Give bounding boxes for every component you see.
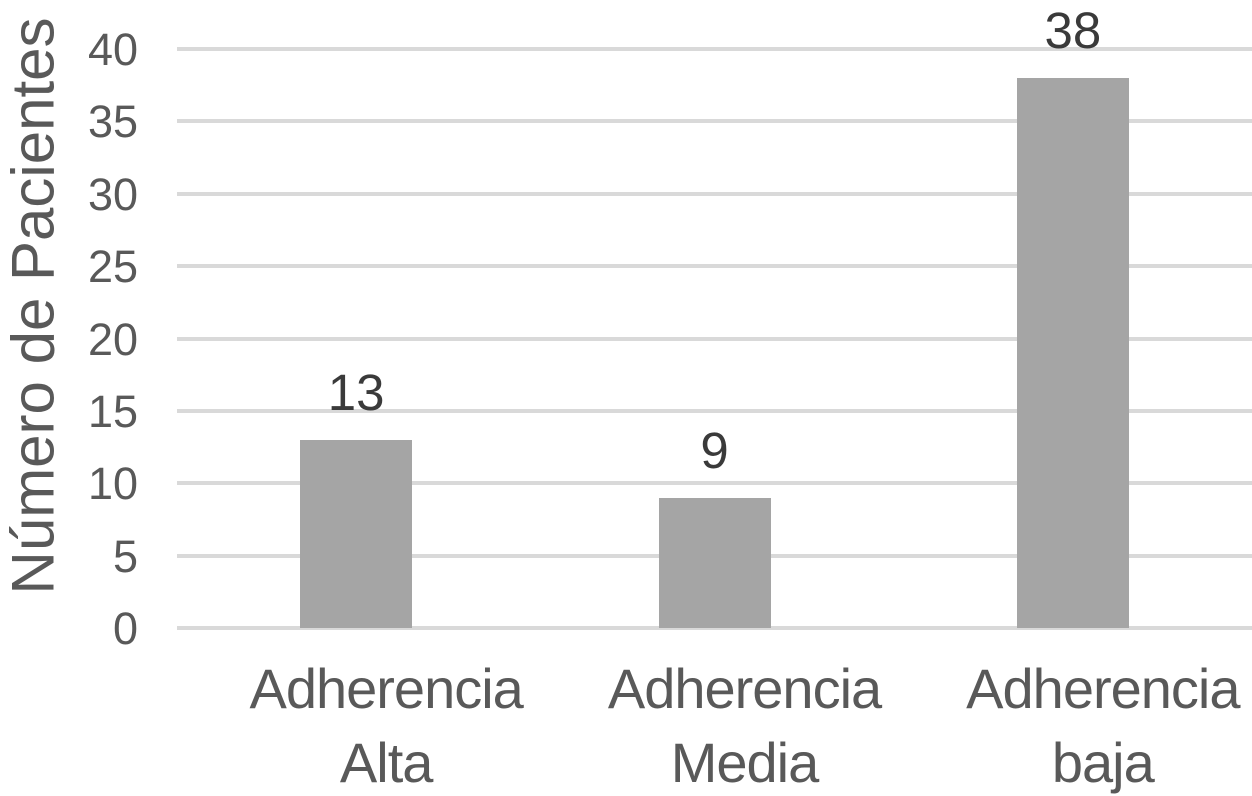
y-tick-label: 0 [112, 603, 138, 654]
gridline [177, 191, 1252, 196]
x-category-label: Adherencia Media [495, 652, 995, 796]
gridline [177, 119, 1252, 124]
gridline [177, 336, 1252, 341]
y-tick-label: 40 [87, 24, 138, 75]
gridline [177, 47, 1252, 51]
x-category-line: baja [1051, 731, 1155, 794]
gridline [177, 408, 1252, 413]
y-tick-label: 25 [87, 241, 138, 293]
gridline [177, 626, 1252, 630]
y-tick-label: 35 [87, 96, 138, 148]
y-tick-label: 20 [87, 313, 138, 365]
y-tick-label: 15 [87, 385, 138, 437]
x-category-line: Adherencia [249, 657, 524, 720]
bar [300, 439, 413, 628]
gridline [177, 264, 1252, 269]
bar [658, 497, 771, 628]
x-category-line: Alta [339, 731, 434, 794]
x-category-label: Adherencia Alta [136, 652, 636, 796]
y-tick-label: 10 [87, 458, 138, 510]
x-category-label: Adherencia baja [853, 652, 1252, 796]
gridline [177, 481, 1252, 486]
x-category-line: Media [670, 731, 820, 794]
x-category-line: Adherencia [607, 657, 882, 720]
bar-value-label: 9 [700, 421, 729, 479]
bar [1016, 77, 1129, 628]
bar-value-label: 13 [327, 363, 385, 421]
x-category-line: Adherencia [966, 657, 1240, 720]
bar-value-label: 38 [1044, 1, 1102, 59]
y-tick-label: 5 [112, 530, 138, 582]
y-tick-label: 30 [87, 168, 138, 220]
